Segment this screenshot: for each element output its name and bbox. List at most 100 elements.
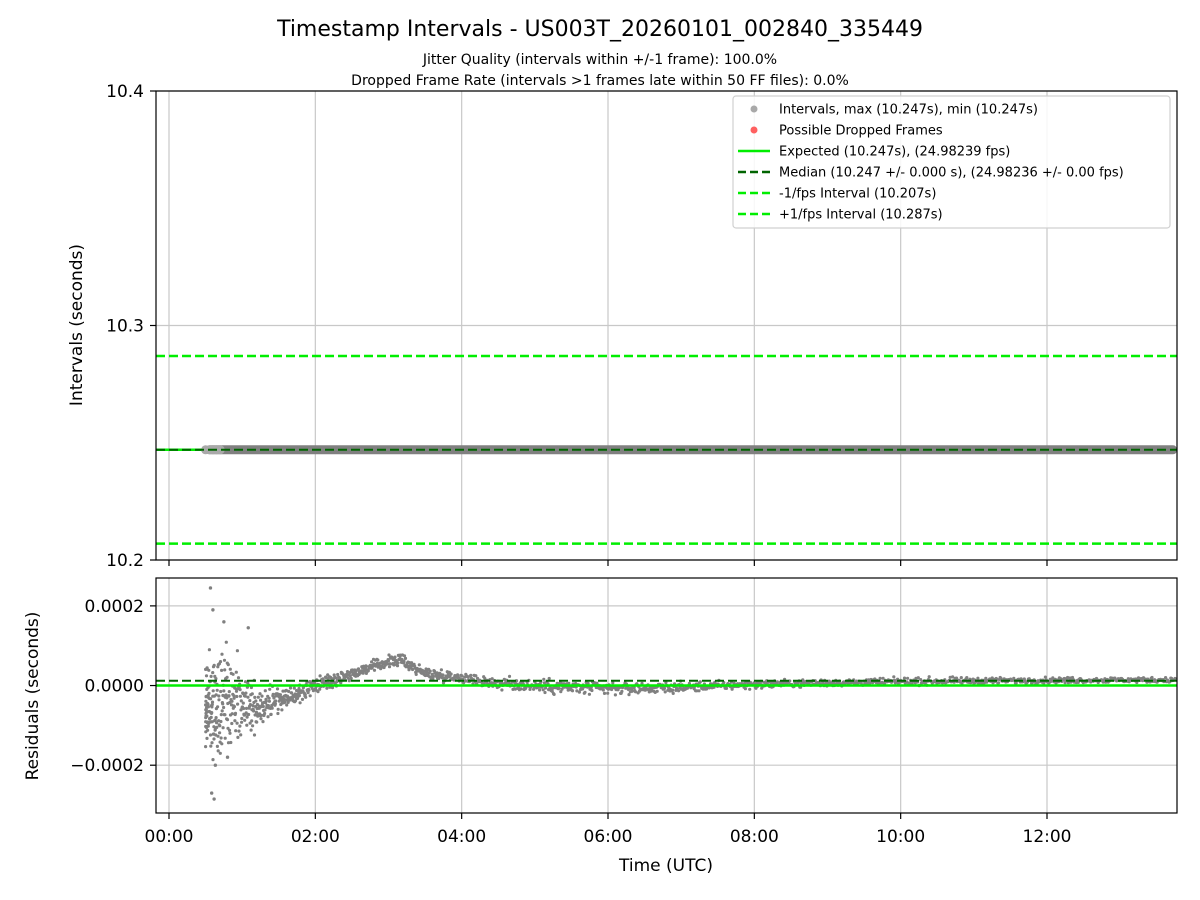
residual-point (220, 668, 224, 673)
residual-point (325, 686, 329, 690)
residual-point (240, 720, 244, 724)
residual-point (212, 663, 216, 668)
residual-point (249, 728, 253, 732)
residual-point (263, 708, 267, 712)
residual-point (570, 689, 575, 693)
residual-point (350, 668, 355, 672)
residual-point (229, 740, 233, 745)
residual-point (211, 671, 215, 675)
residual-point (261, 704, 265, 709)
residual-point (218, 731, 222, 735)
residual-point (220, 652, 224, 656)
residual-point (227, 690, 231, 694)
residual-point (206, 728, 210, 732)
residual-point (602, 691, 607, 696)
residual-point (233, 719, 237, 723)
residual-point (655, 689, 659, 693)
intervals-y-tick-label: 10.4 (106, 82, 144, 102)
residual-point (209, 674, 213, 679)
residual-point (263, 711, 267, 716)
residual-point (278, 693, 282, 697)
residual-point (219, 719, 223, 724)
residual-point (724, 686, 729, 691)
residual-point (892, 675, 896, 679)
residual-point (370, 660, 374, 664)
residual-point (238, 688, 242, 692)
residual-point (251, 724, 255, 728)
residual-point (207, 668, 211, 672)
residual-point (225, 755, 230, 759)
residual-point (206, 705, 210, 709)
intervals-y-tick-label: 10.3 (106, 317, 144, 337)
residual-point (469, 673, 473, 678)
residual-point (388, 662, 392, 666)
residual-point (544, 686, 548, 690)
residual-point (235, 721, 239, 725)
residual-point (410, 661, 414, 665)
residual-point (234, 670, 238, 674)
residual-point (954, 676, 959, 680)
residual-point (216, 734, 220, 738)
residual-point (292, 686, 296, 690)
residual-point (223, 736, 227, 740)
residual-point (902, 676, 907, 680)
x-tick-label: 06:00 (584, 827, 633, 847)
residual-point (214, 677, 218, 681)
residual-point (227, 694, 231, 698)
residual-point (577, 690, 582, 694)
residual-point (297, 694, 301, 698)
residual-point (881, 676, 885, 680)
residual-point (259, 698, 263, 702)
residual-point (221, 702, 225, 706)
residual-point (640, 681, 644, 686)
residual-point (307, 688, 311, 692)
residual-point (211, 758, 215, 762)
residual-point (722, 681, 726, 685)
residual-point (586, 681, 590, 686)
residual-point (298, 701, 302, 705)
residual-point (207, 648, 211, 652)
residual-point (620, 689, 624, 694)
interval-point (215, 445, 225, 455)
residual-point (244, 691, 248, 695)
residual-point (208, 733, 213, 737)
residual-point (403, 656, 408, 661)
x-tick-label: 08:00 (730, 827, 779, 847)
residual-point (543, 690, 547, 695)
residual-point (411, 667, 415, 672)
residual-point (207, 691, 211, 696)
residual-point (366, 669, 370, 673)
legend-box (732, 95, 1171, 229)
residual-point (441, 673, 445, 677)
residual-point (336, 672, 340, 677)
residual-point (951, 675, 955, 679)
residual-point (332, 673, 336, 677)
residual-point (372, 668, 377, 672)
residual-point (258, 692, 262, 696)
residual-point (213, 763, 218, 767)
residual-point (575, 689, 579, 693)
residual-point (244, 706, 249, 711)
residual-point (259, 717, 263, 721)
residual-point (238, 724, 242, 728)
residual-point (228, 667, 232, 671)
residual-point (606, 691, 610, 695)
residual-point (417, 663, 421, 667)
residual-point (211, 608, 215, 612)
residual-point (1066, 675, 1070, 680)
residual-point (215, 725, 219, 730)
residual-point (392, 663, 396, 667)
residual-point (222, 620, 226, 624)
residual-point (219, 713, 223, 717)
residual-point (234, 689, 239, 693)
residual-point (246, 626, 250, 630)
residual-point (775, 680, 780, 684)
residual-point (245, 715, 249, 719)
residual-point (330, 686, 335, 690)
residual-point (386, 659, 391, 663)
residual-point (364, 671, 368, 676)
residual-point (460, 674, 464, 678)
legend-entry-2-label: Expected (10.247s), (24.98239 fps) (779, 145, 1010, 160)
residual-point (252, 733, 257, 737)
dropped-frame-rate-line: Dropped Frame Rate (intervals >1 frames … (351, 73, 849, 89)
